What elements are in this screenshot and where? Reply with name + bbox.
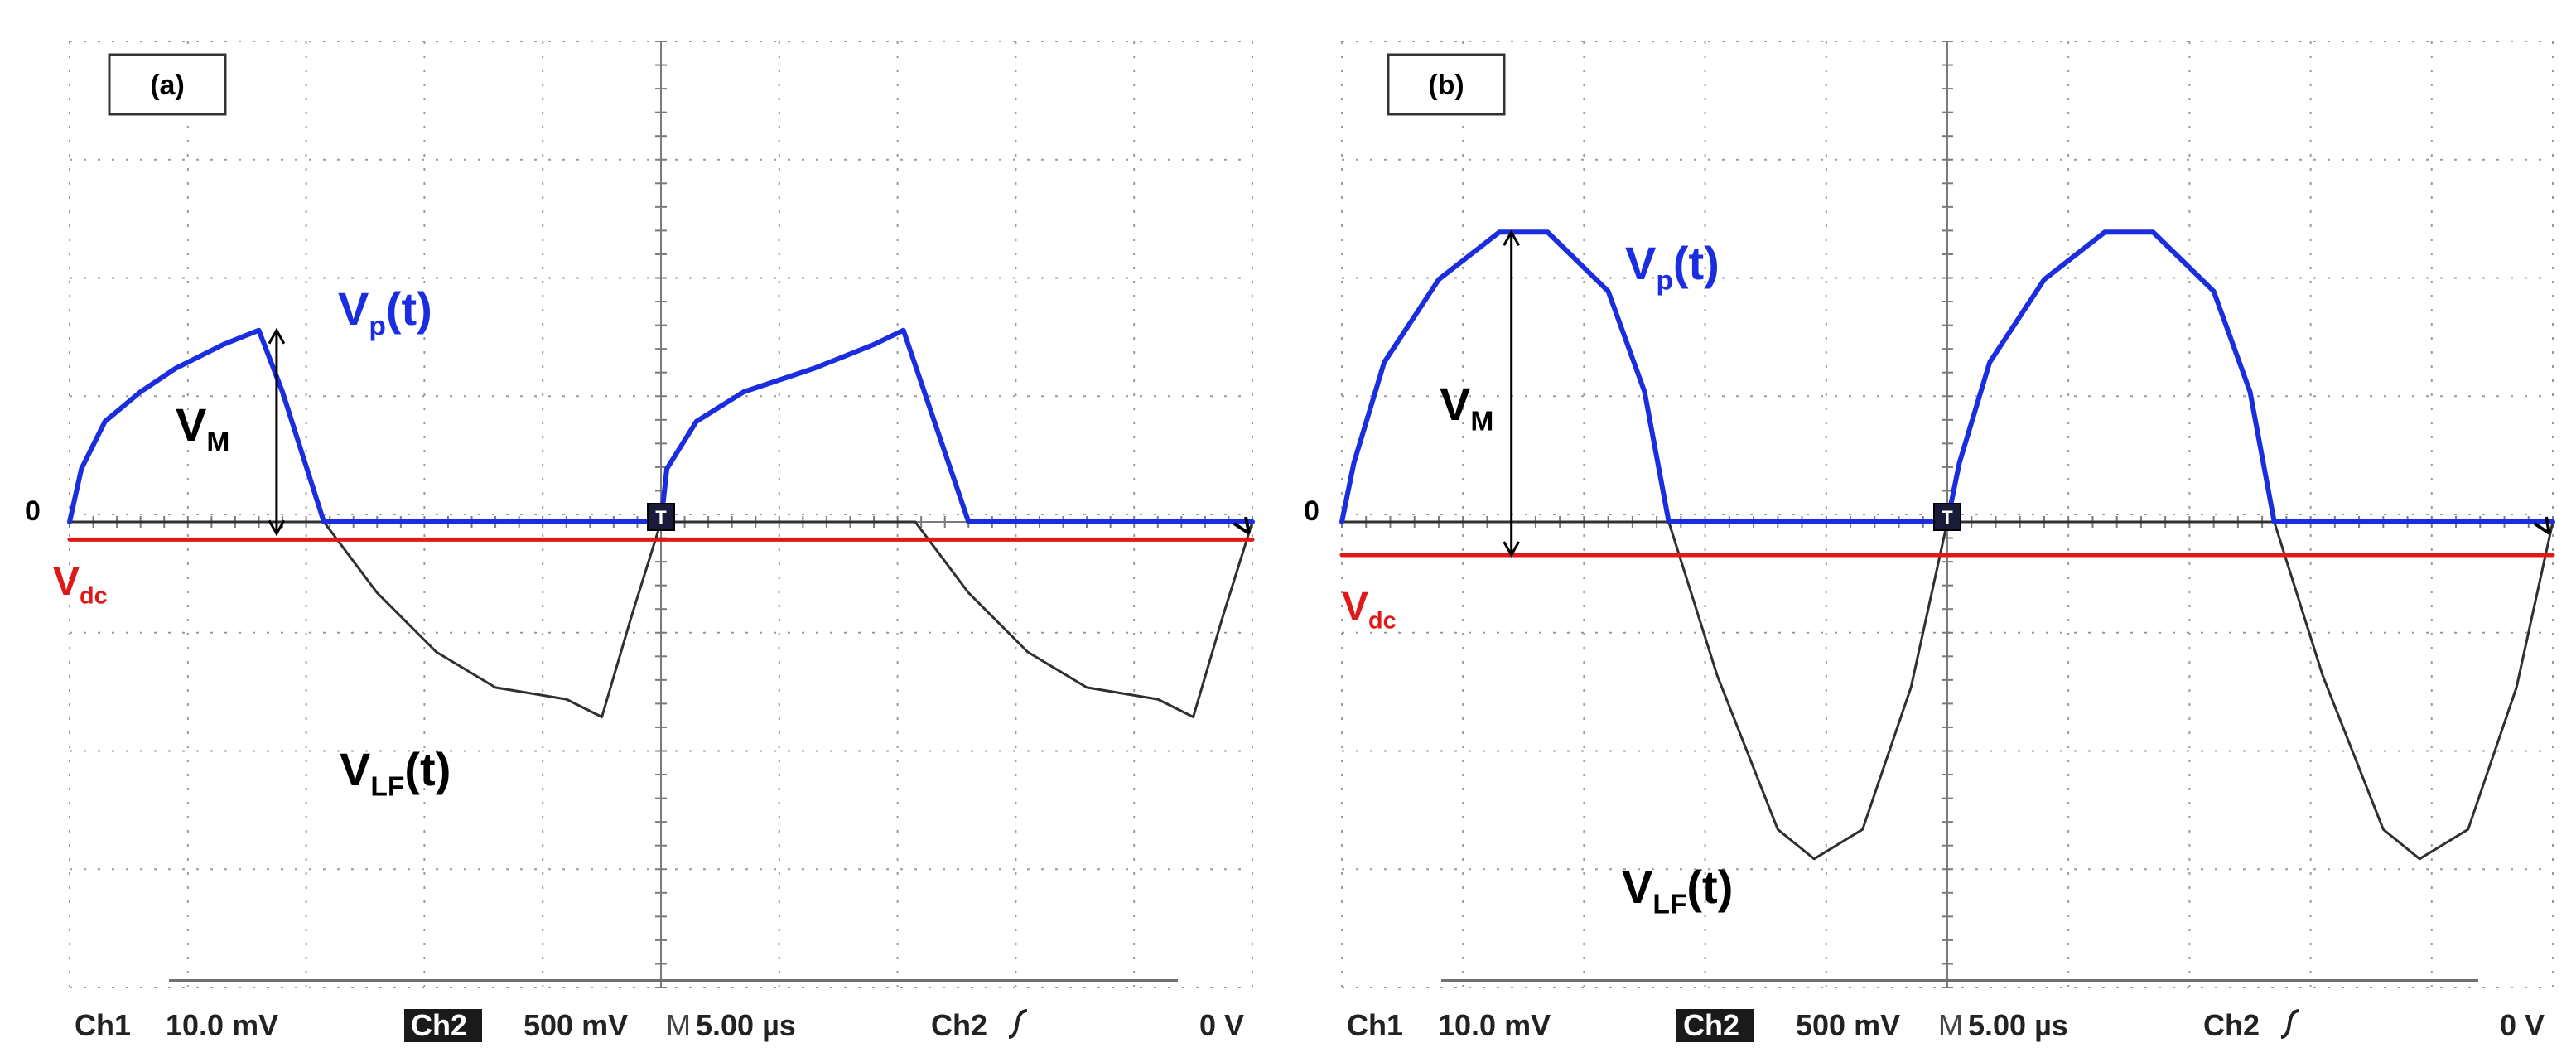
trigger-edge-icon [1008, 1009, 1028, 1039]
status-bar: Ch1 10.0 mV Ch2 500 mV M 5.00 µs Ch2 0 V [75, 1008, 1244, 1042]
status-m: M [1938, 1008, 1963, 1042]
zero-level-label: 0 [25, 495, 41, 527]
status-ch2: Ch2 [1683, 1008, 1739, 1042]
status-bar: Ch1 10.0 mV Ch2 500 mV M 5.00 µs Ch2 0 V [1347, 1008, 2545, 1042]
status-ch2-box [404, 1009, 482, 1042]
status-trigger-ch: Ch2 [931, 1008, 987, 1042]
vm-label: VM [1440, 378, 1493, 437]
oscilloscope-panel-b: T 0 (b) Vp(t) VLF(t) Vdc VM Ch1 10.0 mV Ch2 500 mV… [1287, 0, 2576, 1062]
zero-level-label: 0 [1304, 495, 1319, 527]
chart-1-svg: T 0 (b) Vp(t) VLF(t) Vdc VM Ch1 10.0 mV Ch2 500 mV… [1304, 41, 2555, 1042]
trigger-marker-icon: T [1942, 507, 1953, 528]
status-trigger-ch: Ch2 [2203, 1008, 2260, 1042]
status-ch2: Ch2 [411, 1008, 467, 1042]
status-ch1: Ch1 [75, 1008, 131, 1042]
vlf-label: VLF(t) [1622, 861, 1733, 920]
trigger-edge-icon [2280, 1009, 2300, 1039]
status-trigger-level: 0 V [2500, 1008, 2545, 1042]
status-trigger-level: 0 V [1199, 1008, 1244, 1042]
status-m: M [666, 1008, 691, 1042]
graticule [1341, 41, 2554, 988]
vm-arrow [268, 327, 286, 537]
vp-label: Vp(t) [1625, 237, 1720, 296]
vlf-label: VLF(t) [340, 743, 451, 802]
status-ch2-scale: 500 mV [1796, 1008, 1900, 1042]
panel-label: (b) [1428, 70, 1464, 101]
vdc-label: Vdc [53, 560, 108, 610]
status-ch1-scale: 10.0 mV [1438, 1008, 1551, 1042]
trigger-marker-icon [1933, 503, 1961, 531]
vm-label: VM [176, 398, 229, 457]
vm-arrow [1503, 229, 1520, 558]
oscilloscope-panel-a: T 0 (a) Vp(t) VLF(t) Vdc VM Ch1 10.0 mV Ch2 500 mV… [0, 0, 1264, 1062]
panel-label: (a) [150, 70, 185, 101]
status-timebase: 5.00 µs [696, 1008, 796, 1042]
ground-marker-icon [2533, 516, 2551, 535]
panel-label-box [108, 53, 227, 116]
status-ch2-scale: 500 mV [523, 1008, 628, 1042]
status-ch2-box [1676, 1009, 1754, 1042]
status-ch1-scale: 10.0 mV [166, 1008, 278, 1042]
chart-0-svg: T 0 (a) Vp(t) VLF(t) Vdc VM Ch1 10.0 mV Ch2 500 mV… [25, 41, 1255, 1042]
status-ch1: Ch1 [1347, 1008, 1403, 1042]
trigger-marker-icon [647, 503, 675, 531]
status-timebase: 5.00 µs [1968, 1008, 2068, 1042]
panel-label-box [1387, 53, 1506, 116]
vdc-label: Vdc [1342, 585, 1397, 635]
vp-label: Vp(t) [338, 282, 432, 341]
trigger-marker-icon: T [655, 507, 667, 528]
series-vp-trace [67, 327, 1255, 524]
ground-marker-icon [1233, 516, 1251, 535]
